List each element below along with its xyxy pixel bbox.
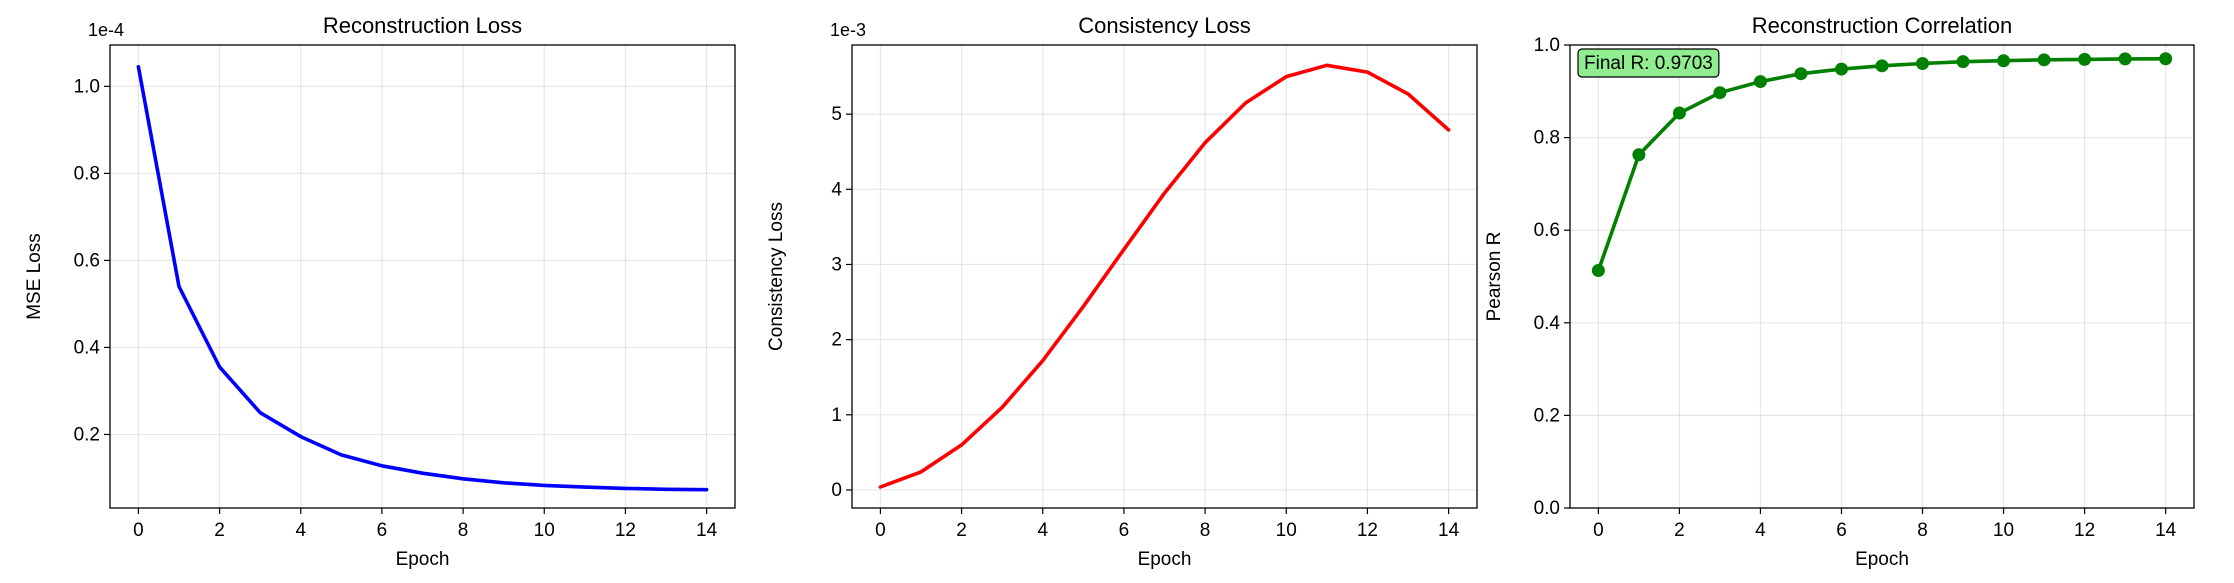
y-tick-label: 0.6 (1534, 220, 1560, 241)
panel-consistency-loss: Consistency Loss Epoch Consistency Loss … (766, 13, 1478, 570)
x-axis-label: Epoch (1855, 549, 1909, 570)
y-tick-label: 3 (831, 254, 842, 275)
x-tick-label: 14 (696, 520, 718, 541)
y-tick-label: 0.6 (74, 250, 100, 271)
x-tick-label: 6 (377, 520, 388, 541)
x-tick-label: 12 (1357, 520, 1378, 541)
x-tick-label: 14 (1438, 520, 1460, 541)
data-point (1672, 106, 1686, 120)
data-point (1834, 62, 1848, 76)
data-point (1753, 75, 1767, 89)
data-point (2078, 52, 2092, 66)
y-tick-label: 5 (831, 104, 842, 125)
x-tick-label: 8 (1917, 520, 1928, 541)
chart-title: Reconstruction Loss (323, 13, 522, 38)
y-offset-text: 1e-4 (88, 20, 124, 40)
y-axis-label: Pearson R (1484, 232, 1505, 322)
y-tick-label: 0.0 (1534, 498, 1560, 519)
y-offset-text: 1e-3 (830, 20, 866, 40)
y-tick-label: 1.0 (74, 76, 100, 97)
final-r-annotation: Final R: 0.9703 (1577, 48, 1720, 78)
data-point (1956, 55, 1970, 69)
data-point (2118, 52, 2132, 66)
x-axis-label: Epoch (396, 549, 450, 570)
x-tick-label: 6 (1836, 520, 1847, 541)
x-tick-label: 2 (214, 520, 225, 541)
x-tick-label: 2 (1674, 520, 1685, 541)
x-tick-label: 12 (2074, 520, 2095, 541)
x-tick-label: 10 (1993, 520, 2014, 541)
axes-frame (1569, 44, 2195, 509)
y-tick-label: 0.2 (1534, 405, 1560, 426)
y-tick-label: 0.8 (74, 163, 100, 184)
data-point (1591, 263, 1605, 277)
data-point (2159, 52, 2173, 66)
y-axis-label: MSE Loss (24, 233, 45, 320)
data-point (1997, 54, 2011, 68)
series-line (136, 65, 709, 492)
x-tick-label: 8 (458, 520, 469, 541)
axes-frame (851, 44, 1478, 509)
data-point (1713, 86, 1727, 100)
data-point (1875, 59, 1889, 73)
x-tick-label: 10 (1276, 520, 1297, 541)
data-point (1632, 148, 1646, 162)
x-tick-label: 4 (1755, 520, 1766, 541)
chart-title: Reconstruction Correlation (1752, 13, 2012, 38)
x-tick-label: 8 (1200, 520, 1211, 541)
x-tick-label: 14 (2155, 520, 2177, 541)
x-tick-label: 6 (1119, 520, 1130, 541)
x-tick-label: 0 (875, 520, 886, 541)
data-point (1916, 57, 1930, 71)
y-tick-label: 0.8 (1534, 128, 1560, 149)
panel-reconstruction-correlation: Reconstruction Correlation Epoch Pearson… (1484, 13, 2195, 570)
x-tick-label: 0 (1593, 520, 1604, 541)
y-tick-label: 1 (831, 405, 842, 426)
x-tick-label: 10 (534, 520, 555, 541)
y-tick-label: 4 (831, 179, 842, 200)
chart-title: Consistency Loss (1078, 13, 1250, 38)
y-axis-label: Consistency Loss (766, 202, 787, 351)
x-axis-label: Epoch (1138, 549, 1192, 570)
series-line (878, 63, 1451, 489)
panel-reconstruction-loss: Reconstruction Loss Epoch MSE Loss 1e-4 … (24, 13, 736, 570)
annotation-box (1577, 48, 1720, 78)
axes-frame (109, 44, 736, 509)
x-tick-label: 12 (615, 520, 636, 541)
data-point (1794, 67, 1808, 81)
x-tick-label: 2 (956, 520, 967, 541)
y-tick-label: 0 (831, 480, 842, 501)
y-tick-label: 2 (831, 330, 842, 351)
y-tick-label: 1.0 (1534, 35, 1560, 56)
x-tick-label: 0 (133, 520, 144, 541)
y-tick-label: 0.2 (74, 424, 100, 445)
y-tick-label: 0.4 (74, 337, 101, 358)
x-tick-label: 4 (1037, 520, 1048, 541)
x-tick-label: 4 (295, 520, 306, 541)
annotation-text: Final R: 0.9703 (1584, 53, 1713, 74)
data-point (2037, 53, 2051, 67)
y-tick-label: 0.4 (1534, 313, 1561, 334)
